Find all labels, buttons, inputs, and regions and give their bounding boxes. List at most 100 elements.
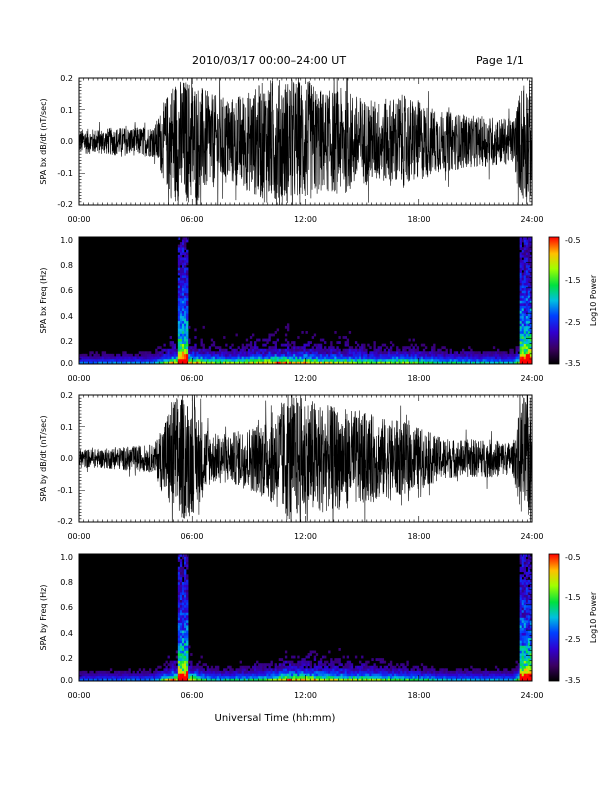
spectrogram-cell (527, 313, 531, 317)
spectrogram-cell (381, 668, 385, 672)
spectrogram-cell (223, 348, 226, 352)
spectrogram-cell (359, 348, 362, 352)
spectrogram-cell (181, 249, 185, 253)
spectrogram-cell (461, 353, 465, 357)
spectrogram-cell (385, 361, 389, 365)
spectrogram-cell (474, 670, 477, 674)
spectrogram-cell (171, 343, 175, 347)
spectrogram-cell (527, 630, 531, 634)
spectrogram-cell (356, 675, 360, 679)
spectrogram-cell (319, 678, 323, 682)
spectrogram-cell (336, 665, 339, 669)
spectrogram-cell (87, 358, 90, 362)
spectrogram-cell (239, 660, 242, 664)
spectrogram-cell (437, 361, 440, 365)
spectrogram-cell (416, 361, 420, 365)
spectrogram-cell (466, 670, 469, 674)
spectrogram-cell (525, 620, 529, 623)
spectrogram-cell (523, 675, 527, 679)
spectrogram-cell (307, 655, 310, 659)
spectrogram-cell (177, 614, 181, 618)
spectrogram-cell (181, 290, 185, 294)
spectrogram-cell (480, 678, 483, 682)
spectrogram-cell (299, 356, 302, 360)
spectrogram-cell (181, 310, 185, 314)
spectrogram-cell (406, 678, 409, 682)
spectrogram-cell (239, 670, 242, 674)
spectrogram-cell (124, 351, 127, 355)
spectrogram-cell (521, 609, 525, 613)
spectrogram-cell (186, 604, 189, 608)
spectrogram-cell (344, 356, 347, 360)
spectrogram-cell (282, 356, 286, 360)
spectrogram-cell (179, 554, 183, 557)
spectrogram-cell (227, 670, 230, 674)
spectrogram-cell (509, 678, 512, 682)
spectrogram-cell (445, 361, 448, 365)
spectrogram-cell (181, 297, 185, 301)
spectrogram-cell (521, 275, 525, 278)
spectrogram-cell (124, 356, 127, 360)
spectrogram-cell (276, 361, 280, 365)
spectrogram-cell (186, 620, 189, 623)
spectrogram-cell (184, 356, 187, 360)
spectrogram-cell (179, 645, 183, 649)
spectrogram-cell (241, 348, 245, 352)
spectrogram-cell (527, 290, 531, 294)
spectrogram-cell (173, 356, 177, 360)
spectrogram-cell (420, 356, 424, 360)
spectrogram-cell (206, 665, 210, 669)
y-tick-label: 0.2 (60, 337, 73, 346)
spectrogram-cell (525, 315, 529, 319)
spectrogram-cell (212, 341, 216, 344)
spectrogram-cell (186, 287, 189, 291)
spectrogram-cell (260, 351, 263, 355)
spectrogram-cell (501, 678, 504, 682)
spectrogram-cell (521, 632, 525, 636)
spectrogram-cell (291, 341, 294, 344)
spectrogram-cell (525, 343, 529, 347)
spectrogram-cell (181, 300, 185, 304)
spectrogram-cell (527, 320, 531, 324)
spectrogram-cell (511, 361, 514, 365)
spectrogram-cell (519, 640, 523, 644)
spectrogram-cell (297, 346, 300, 350)
spectrogram-cell (177, 670, 181, 674)
spectrogram-cell (278, 670, 282, 674)
spectrogram-cell (132, 678, 135, 682)
spectrogram-cell (326, 665, 329, 669)
spectrogram-cell (324, 673, 327, 677)
spectrogram-cell (361, 665, 364, 669)
spectrogram-cell (186, 239, 189, 243)
spectrogram-cell (188, 678, 191, 682)
spectrogram-cell (321, 678, 325, 682)
spectrogram-cell (332, 660, 335, 664)
spectrogram-cell (177, 556, 181, 560)
spectrogram-cell (369, 670, 372, 674)
spectrogram-cell (186, 315, 189, 319)
spectrogram-cell (525, 351, 529, 355)
spectrogram-cell (194, 348, 197, 352)
spectrogram-cell (519, 574, 523, 578)
spectrogram-cell (527, 569, 531, 573)
spectrogram-cell (315, 665, 319, 669)
spectrogram-cell (286, 670, 290, 674)
spectrogram-cell (93, 358, 96, 362)
spectrogram-cell (184, 295, 187, 299)
spectrogram-cell (385, 670, 389, 674)
spectrogram-cell (301, 361, 304, 365)
spectrogram-cell (527, 259, 531, 263)
spectrogram-cell (529, 625, 533, 628)
spectrogram-cell (525, 264, 529, 268)
spectrogram-cell (319, 346, 323, 350)
spectrogram-cell (305, 673, 308, 677)
spectrogram-cell (173, 346, 177, 350)
spectrogram-cell (99, 673, 102, 677)
spectrogram-cell (336, 348, 339, 352)
spectrogram-cell (400, 356, 403, 360)
spectrogram-cell (381, 343, 385, 347)
spectrogram-cell (196, 670, 199, 674)
spectrogram-cell (437, 358, 440, 362)
spectrogram-cell (449, 670, 452, 674)
spectrogram-cell (206, 668, 210, 672)
